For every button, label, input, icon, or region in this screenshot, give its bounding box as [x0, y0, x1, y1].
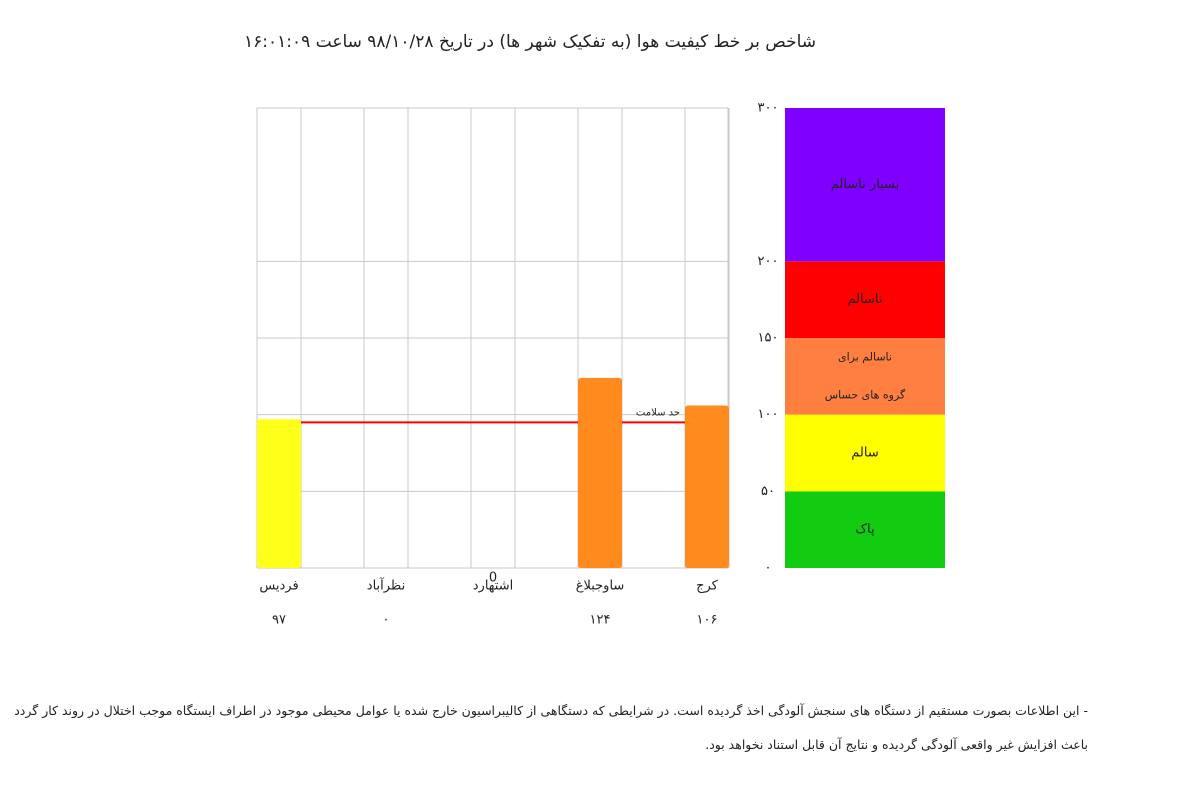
bar: [578, 377, 622, 568]
value-label: ۰: [383, 613, 390, 628]
aqi-band-label: ناسالم: [847, 292, 882, 307]
note-line: - این اطلاعات بصورت مستقیم از دستگاه های…: [14, 703, 1088, 718]
note-line: باعث افزایش غیر واقعی آلودگی گردیده و نت…: [705, 737, 1088, 752]
aqi-band: [785, 414, 945, 492]
y-tick-label: ۲۰۰: [758, 254, 779, 269]
chart-title: شاخص بر خط کیفیت هوا (به تفکیک شهر ها) د…: [244, 32, 816, 52]
aqi-band-label: گروه های حساس: [825, 388, 906, 401]
y-tick-label: ۳۰۰: [758, 101, 779, 116]
annotation: 0: [489, 571, 497, 586]
aqi-band: [785, 261, 945, 338]
value-label: ۹۷: [272, 613, 286, 628]
aqi-band-label: سالم: [851, 446, 878, 461]
threshold-label: حد سلامت: [636, 407, 680, 418]
value-label: ۱۲۴: [590, 613, 611, 628]
note: - این اطلاعات بصورت مستقیم از دستگاه های…: [14, 694, 1088, 762]
x-tick-label: فردیس: [259, 579, 298, 594]
aqi-band-label: ناسالم برای: [838, 350, 892, 363]
value-label: ۱۰۶: [697, 613, 718, 628]
x-tick-label: کرج: [696, 579, 719, 594]
aqi-band: [785, 338, 945, 415]
y-tick-label: ۵۰: [761, 484, 775, 499]
y-tick-label: ۱۵۰: [758, 331, 779, 346]
x-tick-label: نظرآباد: [367, 577, 405, 594]
x-tick-label: اشتهارد: [473, 579, 513, 594]
y-tick-label: ۱۰۰: [758, 407, 779, 422]
aqi-band-label: بسیار ناسالم: [831, 177, 900, 192]
x-tick-label: ساوجبلاغ: [576, 579, 625, 594]
bar: [257, 419, 301, 568]
aqi-band: [785, 491, 945, 568]
aqi-band-label: پاک: [855, 522, 875, 537]
bar: [685, 405, 729, 568]
y-tick-label: ۰: [765, 561, 772, 576]
aqi-band: [785, 108, 945, 262]
